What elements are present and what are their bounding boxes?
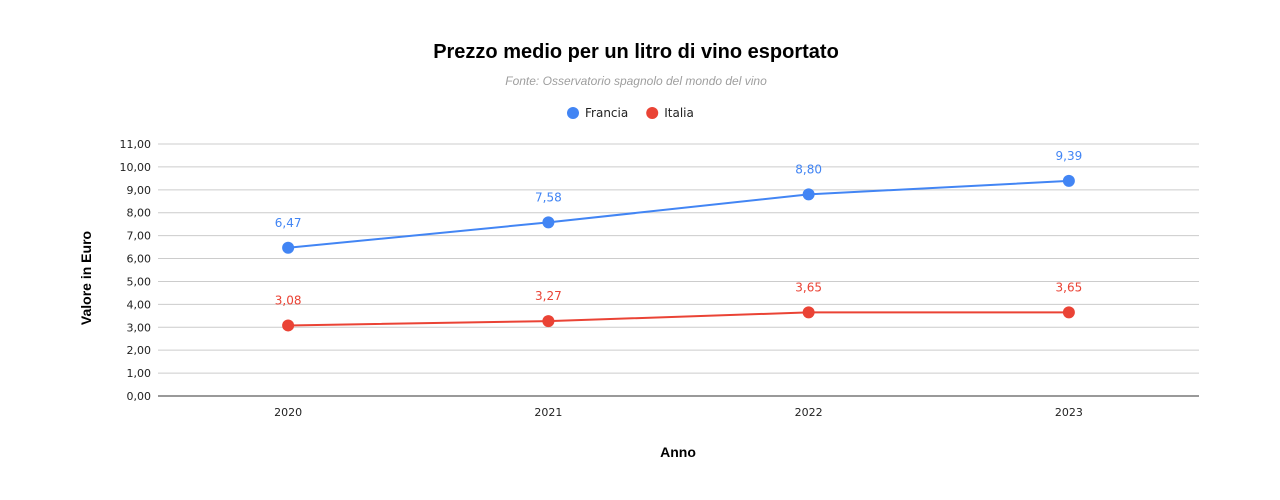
data-point-italia [802, 306, 815, 319]
x-axis-title: Anno [660, 444, 696, 460]
legend: Francia Italia [567, 106, 694, 120]
x-axis-ticks: 2020 2021 2022 2023 [274, 406, 1083, 419]
y-tick-label: 1,00 [127, 367, 152, 380]
gridlines [158, 143, 1199, 374]
data-label-italia: 3,65 [795, 280, 822, 294]
y-axis-ticks: 0,00 1,00 2,00 3,00 4,00 5,00 6,00 7,00 8,00 9,00… [120, 138, 152, 403]
y-tick-label: 0,00 [127, 390, 152, 403]
y-tick-label: 4,00 [127, 298, 152, 311]
x-tick-label: 2022 [795, 406, 823, 419]
legend-label-italia: Italia [664, 106, 694, 120]
legend-marker-italia [646, 107, 659, 119]
x-tick-label: 2020 [274, 406, 302, 419]
x-tick-label: 2021 [534, 406, 562, 419]
y-tick-label: 11,00 [120, 138, 152, 151]
y-tick-label: 5,00 [127, 275, 152, 288]
series-lines [288, 179, 1069, 327]
data-point-italia [542, 315, 555, 328]
series-data-labels: 6,47 7,58 8,80 9,39 3,08 3,27 3,65 3,65 [275, 149, 1082, 308]
data-label-italia: 3,27 [535, 289, 562, 303]
data-point-francia [542, 216, 555, 229]
y-tick-label: 10,00 [120, 161, 152, 174]
y-tick-label: 2,00 [127, 344, 152, 357]
data-point-francia [802, 188, 815, 201]
legend-marker-francia [567, 107, 579, 119]
series-line-francia [288, 179, 1069, 249]
legend-label-francia: Francia [585, 106, 628, 120]
data-label-francia: 9,39 [1056, 149, 1083, 163]
data-point-francia [282, 241, 295, 254]
series-points [282, 174, 1075, 332]
data-point-italia [282, 319, 295, 332]
data-point-francia [1062, 174, 1075, 187]
data-label-italia: 3,65 [1056, 280, 1083, 294]
y-axis-title: Valore in Euro [78, 231, 94, 325]
y-tick-label: 9,00 [127, 184, 152, 197]
data-label-francia: 6,47 [275, 216, 302, 230]
data-label-francia: 7,58 [535, 190, 562, 204]
y-tick-label: 7,00 [127, 230, 152, 243]
y-tick-label: 6,00 [127, 253, 152, 266]
data-point-italia [1062, 306, 1075, 319]
data-label-italia: 3,08 [275, 293, 302, 307]
chart-subtitle: Fonte: Osservatorio spagnolo del mondo d… [505, 74, 767, 88]
chart-title: Prezzo medio per un litro di vino esport… [433, 41, 839, 63]
y-tick-label: 3,00 [127, 321, 152, 334]
y-tick-label: 8,00 [127, 207, 152, 220]
data-label-francia: 8,80 [795, 162, 822, 176]
x-tick-label: 2023 [1055, 406, 1083, 419]
series-line-italia [288, 311, 1069, 327]
